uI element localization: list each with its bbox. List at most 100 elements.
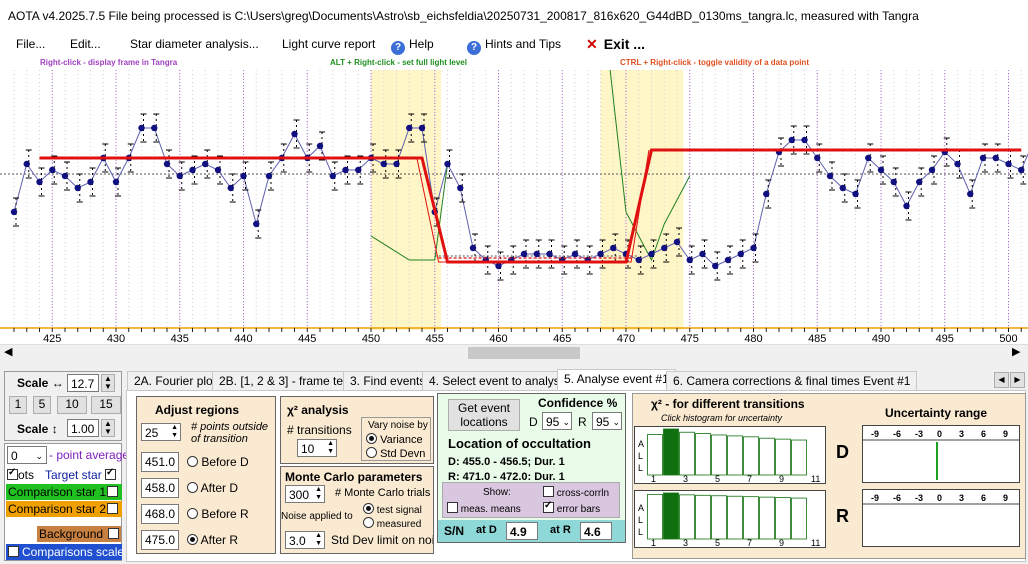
data-point bbox=[979, 154, 987, 162]
data-point bbox=[176, 172, 183, 180]
v-scale-input[interactable]: 1.00 bbox=[67, 419, 99, 437]
monte-carlo-trials-input[interactable]: 300 ▲ ▼ bbox=[285, 485, 325, 503]
after-r-radio[interactable] bbox=[187, 534, 198, 545]
chi-bar bbox=[663, 428, 679, 476]
background-checkbox[interactable] bbox=[108, 528, 119, 539]
scroll-right-arrow-icon[interactable]: ▶ bbox=[1012, 346, 1021, 358]
data-point bbox=[227, 184, 234, 192]
after-d-radio[interactable] bbox=[187, 482, 198, 493]
scroll-thumb[interactable] bbox=[468, 347, 580, 359]
uncertainty-histogram-d[interactable]: -9 -6 -3 0 3 6 9 bbox=[862, 425, 1020, 483]
monte-carlo-panel: Monte Carlo parameters 300 ▲ ▼ # Monte Car… bbox=[280, 466, 434, 554]
before-d-radio[interactable] bbox=[187, 456, 198, 467]
data-point bbox=[801, 136, 808, 144]
menu-file[interactable]: File... bbox=[16, 37, 46, 51]
data-point bbox=[661, 244, 668, 252]
data-point bbox=[457, 184, 464, 192]
comp2-checkbox[interactable] bbox=[107, 503, 118, 514]
tab-find-events[interactable]: 3. Find events bbox=[343, 371, 433, 391]
after-d-option[interactable]: After D bbox=[187, 481, 238, 495]
h-scale-spinner[interactable]: ▲ ▼ bbox=[101, 374, 115, 392]
test-signal-option[interactable]: test signal bbox=[363, 503, 422, 516]
data-point bbox=[74, 184, 81, 192]
show-pts-checkbox[interactable] bbox=[7, 467, 18, 480]
menu-hints[interactable]: ? Hints and Tips bbox=[467, 37, 561, 55]
data-point bbox=[418, 124, 426, 132]
menu-star-diameter[interactable]: Star diameter analysis... bbox=[130, 37, 259, 51]
tab-scroll-left-icon[interactable]: ◀ bbox=[994, 372, 1009, 388]
error-bars-option[interactable]: error bars bbox=[543, 500, 600, 515]
chevron-down-icon: ⌄ bbox=[35, 451, 43, 461]
hints-label: Hints and Tips bbox=[485, 37, 562, 51]
light-curve-plot[interactable]: 425 430 435 440 445 450 455 460 465 470 475 480 485 4… bbox=[0, 0, 1028, 345]
chi-histogram-r[interactable]: A L L 1 3 5 7 9 11 bbox=[634, 490, 826, 548]
tab-scroll-right-icon[interactable]: ▶ bbox=[1010, 372, 1025, 388]
std-devn-label: Std Devn bbox=[380, 448, 426, 460]
before-r-value: 468.0 bbox=[141, 504, 179, 524]
light-curve-svg[interactable]: 425 430 435 440 445 450 455 460 465 470 475 480 485 4… bbox=[0, 0, 1028, 345]
transitions-input[interactable]: 10 ▲ ▼ bbox=[297, 439, 337, 457]
variance-option[interactable]: Variance bbox=[366, 433, 423, 446]
menu-edit[interactable]: Edit... bbox=[70, 37, 101, 51]
confidence-d-select[interactable]: 95 ⌄ bbox=[542, 412, 572, 430]
after-r-option[interactable]: After R bbox=[187, 533, 238, 547]
comparisons-scaled-checkbox[interactable] bbox=[8, 544, 19, 560]
target-star-checkbox[interactable] bbox=[105, 467, 116, 480]
axis-letter: L bbox=[638, 463, 643, 473]
std-devn-radio[interactable] bbox=[366, 447, 377, 458]
before-r-option[interactable]: Before R bbox=[187, 507, 249, 521]
uncertainty-tick: 9 bbox=[1003, 429, 1008, 439]
tab-frame-test[interactable]: 2B. [1, 2 & 3] - frame test bbox=[212, 371, 360, 391]
v-scale-spinner[interactable]: ▲ ▼ bbox=[101, 419, 115, 437]
uncertainty-tick: -3 bbox=[915, 429, 923, 439]
scroll-left-arrow-icon[interactable]: ◀ bbox=[4, 346, 13, 358]
error-bars-checkbox[interactable] bbox=[543, 500, 554, 513]
menu-help[interactable]: ? Help bbox=[391, 37, 434, 55]
measured-radio[interactable] bbox=[363, 517, 374, 528]
point-average-select[interactable]: 0 ⌄ bbox=[7, 446, 47, 464]
data-point bbox=[202, 160, 209, 168]
before-r-radio[interactable] bbox=[187, 508, 198, 519]
uncertainty-tick: -3 bbox=[915, 493, 923, 503]
test-signal-radio[interactable] bbox=[363, 503, 374, 514]
tab-select-event[interactable]: 4. Select event to analyse bbox=[422, 371, 574, 391]
std-dev-limit-input[interactable]: 3.0 ▲ ▼ bbox=[285, 531, 325, 549]
scale-preset-1[interactable]: 1 bbox=[9, 396, 27, 414]
menu-exit[interactable]: ✕ Exit ... bbox=[586, 36, 645, 53]
plot-scrollbar[interactable]: ◀ ▶ bbox=[0, 344, 1028, 360]
tab-fourier-plot[interactable]: 2A. Fourier plot bbox=[127, 371, 224, 391]
data-point bbox=[406, 124, 413, 132]
cross-corrln-checkbox[interactable] bbox=[543, 486, 554, 497]
meas-means-option[interactable]: meas. means bbox=[447, 502, 521, 515]
std-devn-option[interactable]: Std Devn bbox=[366, 447, 425, 460]
data-point bbox=[520, 250, 528, 258]
menu-light-curve-report[interactable]: Light curve report bbox=[282, 37, 376, 51]
points-outside-input[interactable]: 25 ▲ ▼ bbox=[141, 423, 181, 441]
transition-region bbox=[371, 70, 442, 330]
confidence-r-select[interactable]: 95 ⌄ bbox=[592, 412, 622, 430]
scale-preset-5[interactable]: 5 bbox=[33, 396, 51, 414]
tab-camera-corrections[interactable]: 6. Camera corrections & final times Even… bbox=[666, 371, 918, 391]
data-point bbox=[699, 250, 706, 258]
adjust-regions-title: Adjust regions bbox=[155, 403, 240, 417]
uncertainty-histogram-r[interactable]: -9 -6 -3 0 3 6 9 bbox=[862, 489, 1020, 547]
measured-option[interactable]: measured bbox=[363, 517, 421, 530]
h-scale-input[interactable]: 12.7 bbox=[67, 374, 99, 392]
meas-means-checkbox[interactable] bbox=[447, 502, 458, 513]
x-tick-label: 465 bbox=[553, 333, 571, 344]
tab-analyse-event[interactable]: 5. Analyse event #1 bbox=[557, 369, 676, 391]
hist-tick-label: 9 bbox=[779, 474, 784, 483]
uncertainty-tick: -9 bbox=[871, 429, 879, 439]
scale-preset-15[interactable]: 15 bbox=[91, 396, 121, 414]
hist-tick-label: 1 bbox=[651, 474, 656, 483]
comp1-checkbox[interactable] bbox=[107, 486, 118, 497]
before-d-option[interactable]: Before D bbox=[187, 455, 249, 469]
chi-histogram-d[interactable]: A L L 1 3 5 7 9 11 bbox=[634, 426, 826, 484]
scale-preset-10[interactable]: 10 bbox=[57, 396, 87, 414]
cross-corrln-option[interactable]: cross-corrln bbox=[543, 486, 609, 499]
variance-radio[interactable] bbox=[366, 433, 377, 444]
get-event-locations-button[interactable]: Get event locations bbox=[448, 399, 520, 431]
data-point bbox=[597, 250, 604, 258]
